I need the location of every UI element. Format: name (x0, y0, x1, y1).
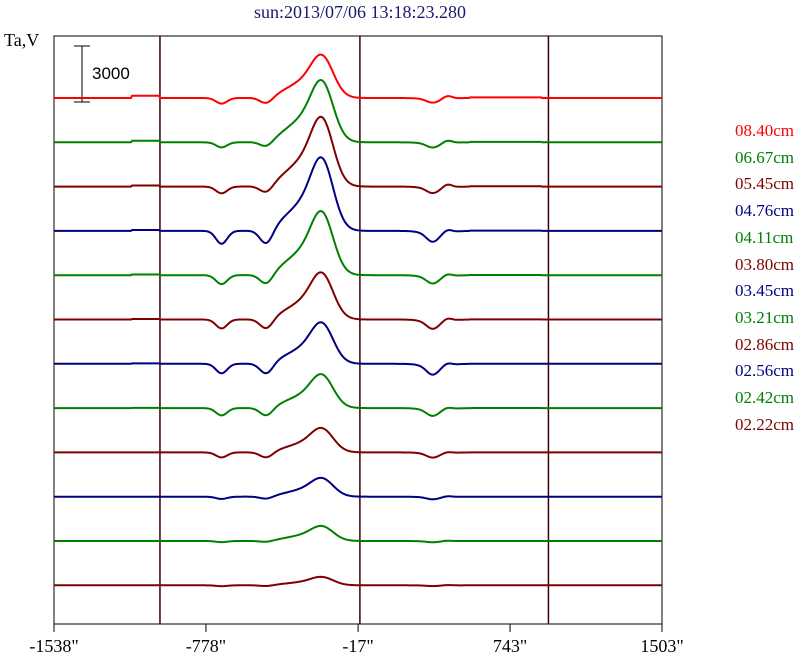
series-line-03.45cm (54, 321, 662, 376)
series-line-04.11cm (54, 210, 662, 286)
legend-item-08.40cm: 08.40cm (735, 121, 795, 140)
legend-item-02.86cm: 02.86cm (735, 334, 795, 354)
legend-item-02.42cm: 02.42cm (735, 388, 795, 408)
series-line-02.56cm (54, 476, 662, 501)
series-line-05.45cm (54, 115, 662, 195)
series-line-03.80cm (54, 271, 662, 330)
x-tick-label-0: -1538" (29, 636, 78, 656)
series-line-02.22cm (54, 575, 662, 588)
legend-item-04.11cm: 04.11cm (735, 227, 794, 247)
legend-item-03.45cm: 03.45cm (735, 281, 795, 301)
legend-item-06.67cm: 06.67cm (735, 147, 795, 167)
scale-bar-label: 3000 (92, 64, 130, 83)
legend-item-02.56cm: 02.56cm (735, 361, 795, 381)
legend: 08.40cm 06.67cm 05.45cm 04.76cm 04.11cm 03.80… (735, 118, 810, 438)
plot-frame (53, 35, 663, 625)
x-tick-label-1: -778" (186, 636, 226, 656)
y-axis-label: Ta,V (4, 30, 40, 50)
chart-title: sun:2013/07/06 13:18:23.280 (253, 2, 466, 22)
legend-item-03.21cm: 03.21cm (735, 307, 795, 327)
x-tick-label-2: -17" (342, 636, 373, 656)
series-line-08.40cm (54, 53, 662, 105)
legend-item-04.76cm: 04.76cm (735, 201, 795, 221)
x-tick-label-3: 743" (493, 636, 527, 656)
series-line-03.21cm (54, 373, 662, 417)
series-line-06.67cm (54, 79, 662, 149)
x-tick-label-4: 1503" (640, 636, 683, 656)
series-line-02.86cm (54, 426, 662, 459)
legend-item-02.22cm: 02.22cm (735, 414, 795, 434)
legend-item-03.80cm: 03.80cm (735, 254, 795, 274)
legend-item-05.45cm: 05.45cm (735, 174, 795, 194)
series-line-02.42cm (54, 524, 662, 544)
series-line-04.76cm (54, 156, 662, 245)
